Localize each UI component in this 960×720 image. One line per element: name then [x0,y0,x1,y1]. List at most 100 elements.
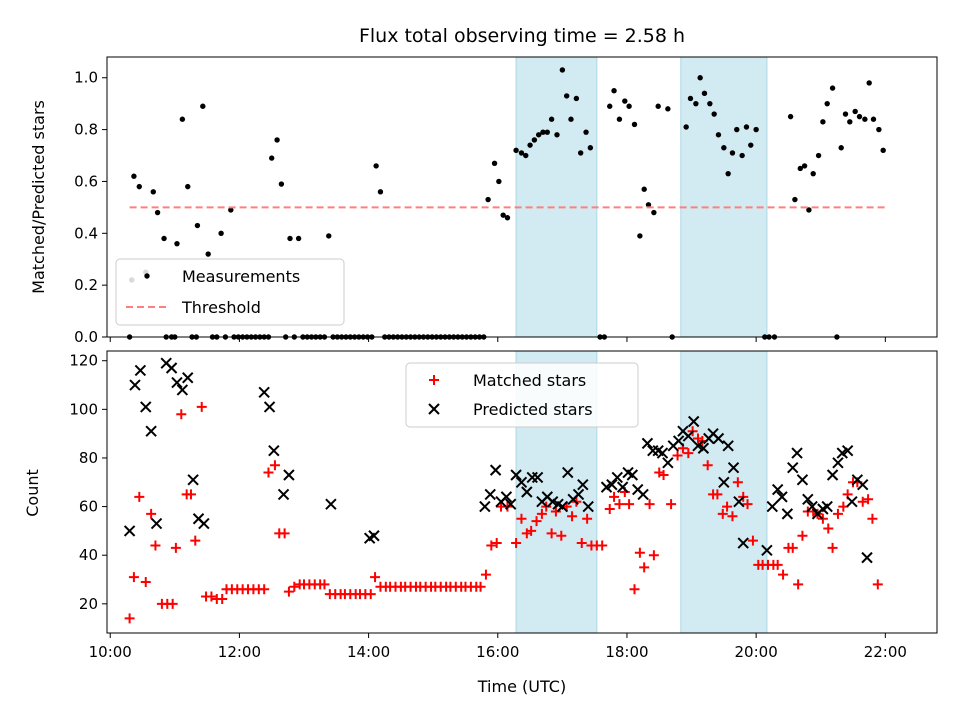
bot-shaded-span-1 [680,350,768,634]
measurement-point-155 [862,116,868,122]
top-y-tick-label-2: 0.4 [74,224,98,242]
matched-star-point-129 [787,542,798,553]
matched-star-point-117 [727,511,738,522]
measurement-point-121 [687,95,694,102]
predicted-star-point-8 [171,376,183,389]
measurement-point-130 [729,150,736,156]
matched-star-point-137 [827,542,838,553]
predicted-star-point-11 [187,474,199,486]
bot-y-tick-label-2: 60 [79,498,98,516]
predicted-star-point-77 [791,447,803,459]
predicted-star-point-10 [182,372,194,384]
matched-star-point-79 [531,516,542,527]
measurement-point-139 [787,113,794,120]
measurement-point-120 [683,124,689,130]
matched-star-point-139 [838,501,849,512]
matched-star-point-115 [717,508,728,519]
bottom-legend: Matched stars Predicted stars [405,362,639,428]
predicted-star-point-91 [861,551,873,564]
matched-star-point-28 [269,460,280,471]
matched-star-point-98 [629,584,640,595]
measurement-point-158 [876,126,882,133]
top-axes-frame [106,56,938,338]
predicted-star-point-68 [727,461,740,474]
measurement-point-99 [563,93,570,99]
matched-star-point-76 [516,513,527,524]
measurement-point-33 [269,155,275,161]
predicted-star-point-26 [500,491,513,503]
measurement-point-58 [377,189,384,195]
matched-star-point-136 [823,523,834,534]
matched-star-point-72 [491,538,502,549]
matched-star-point-4 [146,508,157,519]
x-tick-label-4: 18:00 [605,643,648,661]
matched-star-point-106 [672,450,683,461]
predicted-star-point-19 [325,498,337,510]
matched-star-point-143 [857,496,868,507]
top-shaded-spans [515,56,768,338]
top-y-tick-label-5: 1.0 [74,69,98,87]
legend-measurements-label: Measurements [182,267,300,286]
matched-star-point-78 [526,525,537,536]
legend-predicted-marker [428,403,440,415]
measurement-point-116 [651,209,657,216]
matched-star-point-145 [867,513,878,524]
bottom-panel: 10:00 12:00 14:00 16:00 18:00 20:00 22:00 20 40… [23,350,938,696]
measurement-point-123 [697,75,703,81]
measurement-point-146 [820,119,826,125]
measurement-point-145 [815,152,822,159]
measurement-point-84 [491,160,498,166]
predicted-star-point-18 [283,469,295,481]
top-y-tick-label-3: 0.6 [74,172,98,190]
bot-y-tick-label-0: 20 [79,595,98,613]
predicted-star-point-75 [781,508,794,520]
measurement-point-126 [711,111,717,117]
predicted-star-point-83 [821,500,833,513]
measurement-point-152 [847,119,853,125]
bottom-data-marks [123,357,883,624]
measurement-point-2 [131,173,137,179]
measurement-point-23 [228,207,234,213]
top-y-tick-label-1: 0.2 [74,276,98,294]
measurement-point-87 [504,215,511,221]
measurement-point-37 [287,235,293,242]
predicted-star-point-57 [672,435,685,447]
x-tick-label-0: 10:00 [89,643,132,661]
bottom-x-ticks: 10:00 12:00 14:00 16:00 18:00 20:00 22:00 [89,633,907,661]
matched-star-point-38 [319,579,330,590]
legend-matched-label: Matched stars [473,371,586,390]
predicted-star-point-41 [577,478,589,491]
matched-star-point-2 [134,491,145,502]
predicted-star-point-40 [572,488,585,501]
matched-star-point-126 [772,559,783,570]
predicted-star-point-45 [611,471,623,484]
measurement-point-92 [531,137,538,143]
predicted-star-point-42 [582,500,594,513]
predicted-star-point-38 [562,466,574,479]
matched-star-point-144 [863,494,874,505]
predicted-star-point-16 [268,444,280,457]
predicted-star-point-60 [687,415,700,428]
predicted-star-point-32 [531,471,544,484]
predicted-star-point-1 [129,379,141,391]
predicted-star-point-21 [368,530,380,542]
measurement-point-11 [174,240,180,247]
measurement-point-148 [829,85,836,91]
matched-star-point-120 [742,499,753,510]
matched-star-point-8 [167,598,178,609]
predicted-star-point-52 [647,444,659,457]
matched-star-point-80 [536,508,547,519]
chart-title: Flux total observing time = 2.58 h [359,25,685,47]
predicted-star-point-84 [826,469,839,481]
measurement-point-112 [631,121,638,128]
legend-matched-marker [429,375,439,385]
predicted-star-point-66 [718,476,730,488]
predicted-star-point-9 [176,384,189,396]
bottom-legend-box [405,362,639,428]
matched-star-point-82 [546,528,557,539]
bottom-y-axis-title: Count [23,469,42,517]
measurement-point-89 [518,150,525,156]
measurement-point-133 [743,124,750,130]
top-y-ticks: 0.0 0.2 0.4 0.6 0.8 1.0 [74,69,107,346]
